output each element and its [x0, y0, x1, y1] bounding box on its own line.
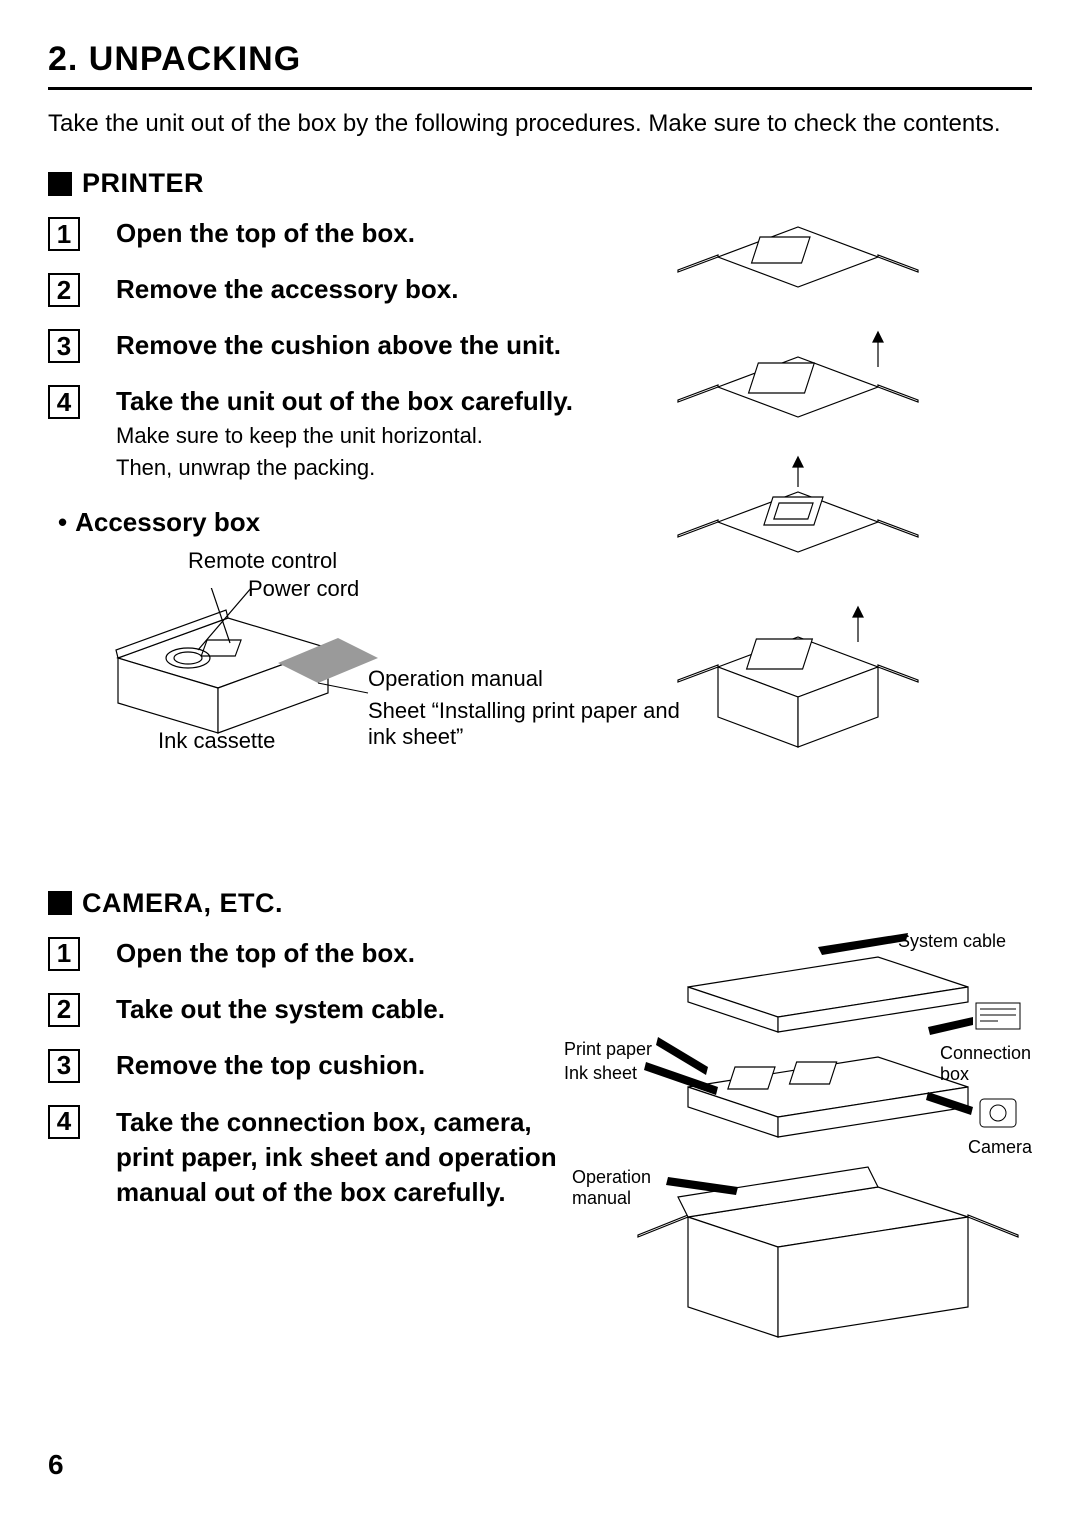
printer-heading: PRINTER	[48, 168, 1032, 199]
step-title: Take out the system cable.	[116, 993, 568, 1027]
step-number: 4	[48, 385, 80, 419]
step-number: 1	[48, 217, 80, 251]
page-title: 2. UNPACKING	[48, 40, 1032, 79]
camera-unpack-figure: System cable Print paper Ink sheet Conne…	[568, 937, 1032, 1232]
step-number: 1	[48, 937, 80, 971]
camera-step-1: 1 Open the top of the box.	[48, 937, 568, 971]
step-note: Make sure to keep the unit horizontal.	[116, 421, 608, 451]
camera-step-4: 4 Take the connection box, camera, print…	[48, 1105, 568, 1210]
page-number: 6	[48, 1449, 64, 1481]
camera-steps: 1 Open the top of the box. 2 Take out th…	[48, 937, 568, 1232]
camera-heading: CAMERA, ETC.	[48, 888, 1032, 919]
label-ink-sheet: Ink sheet	[564, 1063, 637, 1084]
step-number: 4	[48, 1105, 80, 1139]
step-number: 3	[48, 329, 80, 363]
square-bullet-icon	[48, 891, 72, 915]
printer-step-3: 3 Remove the cushion above the unit.	[48, 329, 608, 363]
step-title: Remove the cushion above the unit.	[116, 329, 608, 363]
accessory-heading: • Accessory box	[58, 507, 608, 538]
label-remote: Remote control	[188, 548, 337, 574]
label-camera: Camera	[968, 1137, 1032, 1158]
unpack-stack-icon	[618, 197, 978, 757]
printer-unpack-figure	[608, 217, 1032, 797]
accessory-heading-text: Accessory box	[75, 507, 260, 537]
step-title: Remove the accessory box.	[116, 273, 608, 307]
label-connection-box: Connection box	[940, 1043, 1032, 1085]
step-title: Open the top of the box.	[116, 937, 568, 971]
camera-step-2: 2 Take out the system cable.	[48, 993, 568, 1027]
printer-heading-text: PRINTER	[82, 168, 204, 199]
bullet-dot-icon: •	[58, 507, 67, 537]
camera-step-3: 3 Remove the top cushion.	[48, 1049, 568, 1083]
step-number: 3	[48, 1049, 80, 1083]
printer-steps: 1 Open the top of the box. 2 Remove the …	[48, 217, 608, 797]
step-title: Take the connection box, camera, print p…	[116, 1105, 568, 1210]
step-title: Remove the top cushion.	[116, 1049, 568, 1083]
manual-icon	[278, 638, 378, 698]
camera-heading-text: CAMERA, ETC.	[82, 888, 283, 919]
step-note: Then, unwrap the packing.	[116, 453, 608, 483]
printer-step-1: 1 Open the top of the box.	[48, 217, 608, 251]
printer-step-2: 2 Remove the accessory box.	[48, 273, 608, 307]
step-title: Take the unit out of the box carefully.	[116, 385, 608, 419]
intro-text: Take the unit out of the box by the foll…	[48, 108, 1032, 140]
label-manual1: Operation manual	[368, 666, 543, 692]
step-number: 2	[48, 993, 80, 1027]
label-system-cable: System cable	[898, 931, 1006, 952]
label-print-paper: Print paper	[564, 1039, 652, 1060]
square-bullet-icon	[48, 172, 72, 196]
label-operation-manual: Operation manual	[572, 1167, 662, 1210]
printer-step-4: 4 Take the unit out of the box carefully…	[48, 385, 608, 482]
label-ink: Ink cassette	[158, 728, 275, 754]
step-number: 2	[48, 273, 80, 307]
step-title: Open the top of the box.	[116, 217, 608, 251]
title-rule	[48, 87, 1032, 90]
